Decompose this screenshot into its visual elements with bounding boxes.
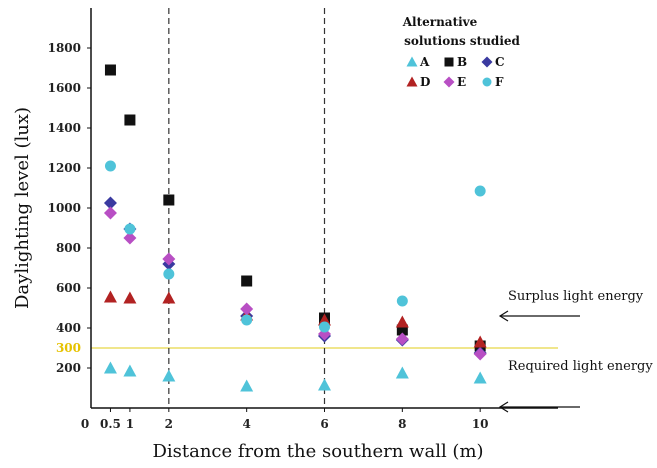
legend-marker-B: [444, 57, 454, 67]
point-D-10: [473, 335, 487, 348]
y-tick-label: 1200: [48, 161, 81, 175]
required-arrowhead: [498, 401, 509, 413]
point-D-6: [318, 313, 331, 326]
point-D-0.5: [103, 290, 117, 303]
legend-label-A: A: [419, 55, 430, 69]
reference-lines: [91, 8, 558, 408]
point-D-8: [395, 315, 409, 328]
point-F-1: [124, 223, 136, 235]
legend-marker-C: [481, 56, 493, 68]
x-tick-label: 4: [242, 417, 250, 431]
point-F-2: [163, 268, 175, 280]
legend-marker-F: [482, 77, 492, 87]
point-E-1: [123, 231, 137, 245]
point-C-0.5: [103, 196, 117, 210]
point-B-0.5: [104, 64, 116, 76]
x-tick-label: 0.5: [100, 417, 121, 431]
required-annotation-label: Required light energy: [508, 359, 653, 374]
point-A-1: [123, 364, 137, 377]
x-tick-label: 2: [165, 417, 173, 431]
y-tick-label: 600: [56, 281, 81, 295]
legend-label-C: C: [495, 55, 505, 69]
point-F-6: [319, 321, 330, 333]
point-A-6: [318, 378, 331, 391]
legend-marker-E: [443, 76, 455, 88]
point-A-4: [240, 379, 254, 392]
point-A-0.5: [103, 361, 117, 374]
point-D-2: [162, 291, 176, 304]
x-tick-label: 10: [472, 417, 489, 431]
point-E-0.5: [103, 206, 117, 220]
legend: Alternative solutions studied A B C D E F: [402, 15, 521, 89]
point-F-0.5: [104, 160, 116, 172]
surplus-annotation-label: Surplus light energy: [508, 289, 644, 304]
y-tick-label: 400: [56, 321, 81, 335]
point-F-10: [474, 185, 486, 197]
point-F-4: [241, 314, 253, 326]
y-tick-label: 200: [56, 361, 81, 375]
legend-items: A B C D E F: [406, 55, 505, 89]
point-B-2: [163, 194, 175, 206]
y-tick-label: 1600: [48, 81, 81, 95]
y-tick-label: 1800: [48, 41, 81, 55]
y-tick-label: 1000: [48, 201, 81, 215]
y-axis-title: Daylighting level (lux): [12, 107, 33, 309]
y-tick-label: 1400: [48, 121, 81, 135]
point-B-8: [396, 324, 408, 336]
point-F-8: [396, 295, 408, 307]
x-tick-label: 6: [320, 417, 328, 431]
point-A-8: [395, 366, 409, 379]
legend-label-E: E: [457, 75, 466, 89]
legend-label-F: F: [495, 75, 504, 89]
data-points: [103, 64, 487, 392]
point-E-8: [395, 332, 409, 346]
x-axis-title: Distance from the southern wall (m): [152, 441, 483, 462]
legend-title-line2: solutions studied: [404, 34, 520, 48]
point-B-1: [124, 114, 136, 126]
annotations: Surplus light energy Required light ener…: [498, 289, 653, 413]
legend-title-line1: Alternative: [402, 15, 478, 29]
legend-marker-D: [406, 76, 418, 87]
x-tick-label: 8: [398, 417, 406, 431]
tick-labels: 200 400 600 800 1000 1200 1400 1600 1800 0 0.5 1 2 4 6…: [48, 41, 489, 431]
surplus-arrowhead: [498, 310, 509, 322]
threshold-label: 300: [56, 341, 81, 355]
x-tick-label: 0: [81, 417, 89, 431]
point-D-1: [123, 291, 137, 304]
point-E-4: [240, 302, 254, 316]
x-tick-label: 1: [126, 417, 134, 431]
legend-marker-A: [406, 56, 418, 67]
point-E-2: [162, 252, 176, 266]
point-A-10: [473, 371, 487, 384]
point-B-4: [241, 275, 253, 287]
point-A-2: [162, 369, 176, 382]
y-tick-label: 800: [56, 241, 81, 255]
legend-label-D: D: [420, 75, 430, 89]
point-E-10: [473, 347, 487, 361]
legend-label-B: B: [457, 55, 467, 69]
